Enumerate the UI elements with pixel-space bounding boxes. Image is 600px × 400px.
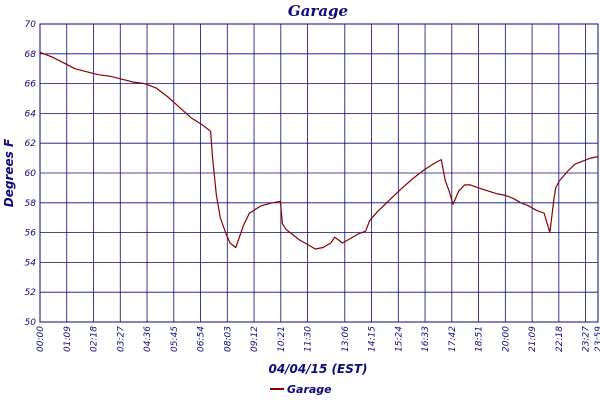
x-tick-label: 10:21 bbox=[277, 326, 287, 352]
x-axis-label: 04/04/15 (EST) bbox=[268, 362, 367, 376]
x-tick-label: 05:45 bbox=[170, 326, 180, 352]
x-tick-label: 15:24 bbox=[394, 326, 404, 352]
y-axis-label: Degrees F bbox=[2, 138, 16, 207]
y-tick-label: 62 bbox=[25, 139, 37, 149]
x-tick-label: 01:09 bbox=[63, 326, 73, 352]
x-tick-label: 04:36 bbox=[143, 326, 153, 352]
y-tick-label: 56 bbox=[25, 229, 37, 239]
x-tick-label: 00:00 bbox=[36, 326, 46, 352]
x-tick-label: 21:09 bbox=[528, 326, 538, 352]
x-tick-label: 22:18 bbox=[555, 326, 565, 352]
x-tick-label: 17:42 bbox=[448, 326, 458, 352]
x-axis-ticks: 00:00 01:09 02:18 03:27 04:36 05:45 06:54 08:03… bbox=[36, 326, 600, 352]
x-tick-label: 23:27 bbox=[582, 326, 592, 352]
x-tick-label: 16:33 bbox=[421, 326, 431, 352]
y-tick-label: 52 bbox=[25, 288, 37, 298]
x-tick-label: 23:59 bbox=[594, 326, 600, 352]
x-tick-label: 13:06 bbox=[341, 326, 351, 352]
y-tick-label: 66 bbox=[25, 80, 37, 90]
x-tick-label: 11:30 bbox=[304, 326, 314, 352]
x-tick-label: 14:15 bbox=[368, 326, 378, 352]
grid-lines bbox=[39, 23, 599, 323]
y-tick-label: 64 bbox=[25, 109, 37, 119]
x-tick-label: 02:18 bbox=[90, 326, 100, 352]
x-tick-label: 20:00 bbox=[501, 326, 511, 352]
y-tick-label: 58 bbox=[25, 199, 37, 209]
y-tick-label: 70 bbox=[25, 20, 37, 30]
x-tick-label: 08:03 bbox=[223, 326, 233, 352]
plot-area-border bbox=[39, 23, 599, 323]
legend: Garage bbox=[270, 383, 332, 396]
series-line-garage bbox=[39, 51, 599, 250]
x-tick-label: 18:51 bbox=[475, 326, 485, 352]
y-tick-label: 60 bbox=[25, 169, 37, 179]
x-tick-label: 03:27 bbox=[116, 326, 126, 352]
y-tick-label: 50 bbox=[25, 318, 37, 328]
y-axis-ticks: 50 52 54 56 58 60 62 64 66 68 70 bbox=[25, 20, 37, 328]
x-tick-label: 09:12 bbox=[250, 326, 260, 352]
x-tick-label: 06:54 bbox=[197, 326, 207, 352]
y-tick-label: 68 bbox=[25, 50, 37, 60]
y-tick-label: 54 bbox=[25, 258, 37, 268]
chart-title: Garage bbox=[288, 2, 348, 20]
legend-label-garage: Garage bbox=[287, 383, 332, 396]
